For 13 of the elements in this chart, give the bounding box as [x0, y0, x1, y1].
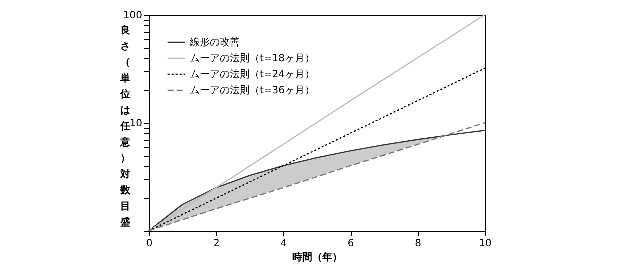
x-tick-label: 2	[214, 238, 220, 250]
legend-label: ムーアの法則（t=24ヶ月）	[190, 68, 316, 80]
text: 良さ（単位は任意）対数目盛	[120, 26, 130, 228]
x-tick-label: 8	[415, 238, 422, 250]
legend-label: 線形の改善	[189, 36, 240, 48]
y-tick-label: 100	[123, 10, 142, 22]
legend-label: ムーアの法則（t=36ヶ月）	[190, 84, 316, 96]
x-tick-label: 4	[280, 238, 288, 250]
x-tick-label: 6	[348, 238, 354, 250]
x-tick-label: 10	[479, 238, 492, 250]
x-tick-label: 0	[146, 238, 153, 250]
x-axis-title: 時間（年）	[292, 252, 342, 264]
legend-label: ムーアの法則（t=18ヶ月）	[190, 52, 316, 64]
